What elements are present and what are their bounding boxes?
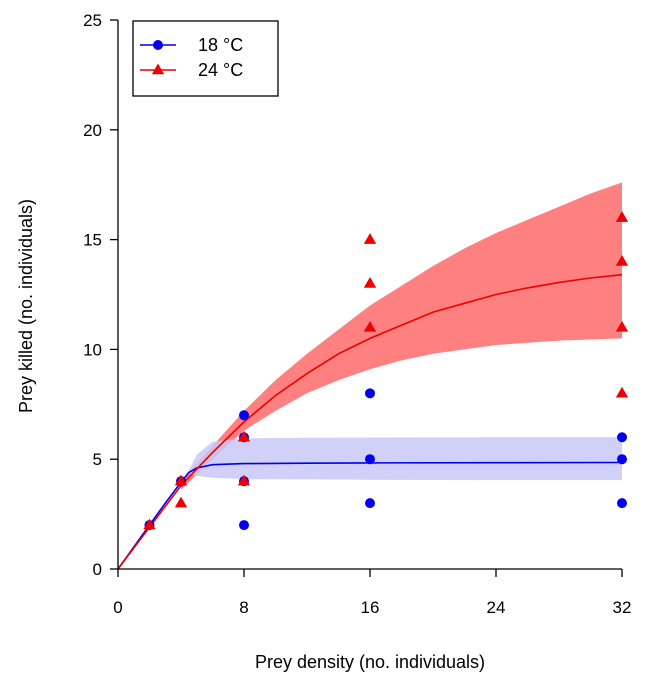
point-18c [365,454,375,465]
legend-label-18c: 18 °C [198,35,243,55]
x-tick-label: 16 [361,598,380,617]
y-tick-label: 5 [93,450,102,469]
legend-label-24c: 24 °C [198,60,243,80]
point-18c [617,432,627,443]
y-axis-title: Prey killed (no. individuals) [16,199,36,413]
y-tick-label: 0 [93,560,102,579]
y-tick-label: 20 [83,121,102,140]
x-tick-label: 24 [487,598,506,617]
point-24c [615,320,629,332]
point-24c [237,474,251,486]
data-points [143,211,629,531]
legend-marker-18c [153,40,163,50]
y-tick-label: 15 [83,231,102,250]
point-24c [174,496,188,508]
axes: 0 8 16 24 32 0 5 10 15 20 25 [83,11,631,617]
x-tick-label: 0 [113,598,122,617]
point-18c [365,388,375,399]
x-axis-title: Prey density (no. individuals) [255,652,485,672]
point-18c [617,454,627,465]
point-24c [174,474,188,486]
point-18c [365,498,375,509]
confidence-band-24c [181,182,622,490]
x-tick-label: 32 [613,598,632,617]
point-18c [617,498,627,509]
point-18c [239,410,249,421]
point-24c [363,277,377,288]
legend-box [132,20,279,97]
point-24c [237,430,251,442]
x-tick-label: 8 [239,598,248,617]
legend-marker-24c [151,63,165,75]
confidence-band-18c [188,437,622,481]
point-24c [143,518,156,530]
legend: 18 °C 24 °C [132,20,279,97]
y-tick-label: 25 [83,11,102,30]
point-24c [615,211,629,222]
point-18c [239,520,249,531]
y-tick-label: 10 [83,340,102,359]
fit-line-24c [117,273,623,570]
confidence-bands [181,182,622,490]
point-24c [615,255,629,266]
point-24c [363,320,377,332]
point-24c [363,233,377,244]
point-24c [615,386,629,398]
